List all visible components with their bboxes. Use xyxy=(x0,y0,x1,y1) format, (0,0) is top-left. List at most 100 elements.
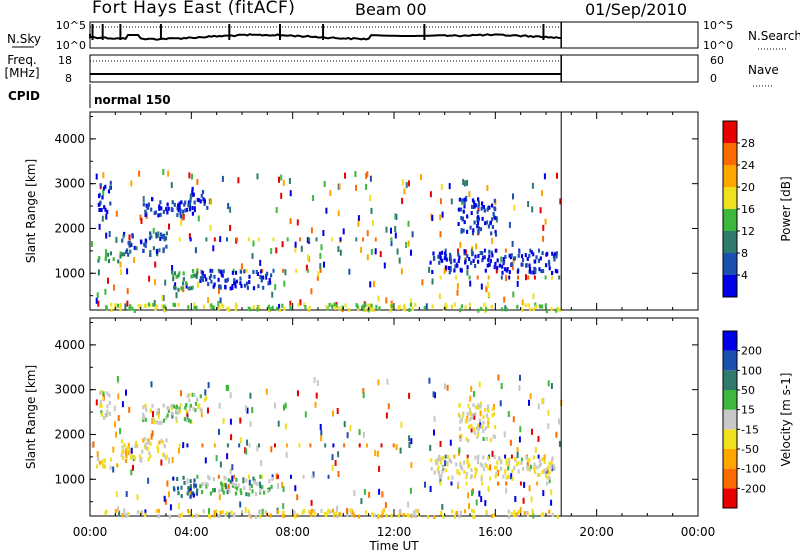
velocity-echo-cell xyxy=(155,420,158,425)
velocity-echo-cell xyxy=(442,456,445,460)
velocity-scatter-cell xyxy=(230,434,233,441)
velocity-echo-cell xyxy=(142,412,145,417)
velocity-scatter-cell xyxy=(531,428,533,435)
velocity-echo-cell xyxy=(390,513,393,518)
velocity-echo-cell xyxy=(485,436,488,441)
velocity-colorbar-label: 50 xyxy=(741,384,755,397)
velocity-scatter-cell xyxy=(204,457,207,464)
velocity-echo-cell xyxy=(209,491,212,496)
power-echo-cell xyxy=(486,263,489,268)
velocity-echo-cell xyxy=(526,510,529,515)
velocity-echo-cell xyxy=(173,487,176,492)
velocity-echo-cell xyxy=(525,455,528,460)
power-scatter-cell xyxy=(503,296,506,303)
velocity-scatter-cell xyxy=(473,413,476,420)
velocity-scatter-cell xyxy=(121,401,124,408)
power-echo-cell xyxy=(303,302,306,307)
power-echo-cell xyxy=(483,302,486,307)
velocity-scatter-cell xyxy=(550,489,553,496)
power-scatter-cell xyxy=(366,254,369,261)
power-echo-cell xyxy=(200,193,203,198)
velocity-echo-cell xyxy=(100,389,103,394)
power-scatter-cell xyxy=(119,261,122,268)
velocity-scatter-cell xyxy=(227,484,230,491)
power-scatter-cell xyxy=(527,201,530,207)
power-echo-cell xyxy=(542,269,545,274)
velocity-colorbar-label: 200 xyxy=(741,345,762,358)
power-echo-cell xyxy=(553,252,556,257)
power-scatter-cell xyxy=(282,179,285,186)
freq-tick-top: 18 xyxy=(58,54,72,67)
velocity-echo-cell xyxy=(494,474,497,479)
velocity-scatter-cell xyxy=(117,506,120,513)
power-echo-cell xyxy=(370,303,373,308)
velocity-streak-cell xyxy=(285,443,288,448)
velocity-echo-cell xyxy=(189,486,192,491)
velocity-echo-cell xyxy=(476,433,480,437)
power-echo-cell xyxy=(367,308,370,313)
power-scatter-cell xyxy=(477,205,480,212)
velocity-echo-cell xyxy=(468,463,471,468)
velocity-echo-cell xyxy=(471,412,474,417)
velocity-scatter-cell xyxy=(523,481,526,488)
power-echo-cell xyxy=(447,266,450,270)
velocity-echo-cell xyxy=(474,467,477,471)
power-scatter-cell xyxy=(139,214,142,221)
power-scatter-cell xyxy=(438,293,441,300)
power-echo-cell xyxy=(148,236,151,241)
power-scatter-cell xyxy=(191,173,193,180)
velocity-echo-cell xyxy=(339,512,342,517)
power-scatter-cell xyxy=(339,249,342,256)
power-echo-cell xyxy=(530,270,533,275)
power-echo-cell xyxy=(165,207,168,211)
power-scatter-cell xyxy=(459,242,462,248)
power-echo-cell xyxy=(158,248,161,253)
velocity-echo-cell xyxy=(323,511,326,516)
velocity-echo-cell xyxy=(147,440,150,445)
velocity-echo-cell xyxy=(149,408,152,413)
velocity-echo-cell xyxy=(213,488,216,493)
power-scatter-cell xyxy=(405,182,408,189)
velocity-echo-cell xyxy=(480,474,483,479)
power-echo-cell xyxy=(173,285,176,290)
power-colorbar-cell xyxy=(723,187,737,209)
station-title: Fort Hays East (fitACF) xyxy=(92,0,296,18)
power-scatter-cell xyxy=(98,223,101,230)
velocity-scatter-cell xyxy=(528,399,530,406)
power-scatter-cell xyxy=(525,274,527,281)
power-echo-cell xyxy=(489,258,492,263)
velocity-echo-cell xyxy=(225,485,228,490)
power-echo-cell xyxy=(431,270,434,274)
power-scatter-cell xyxy=(180,219,182,226)
power-echo-cell xyxy=(246,281,249,286)
velocity-echo-cell xyxy=(482,429,485,433)
power-scatter-cell xyxy=(126,268,129,275)
power-scatter-cell xyxy=(544,218,547,225)
velocity-echo-cell xyxy=(491,407,494,412)
power-scatter-cell xyxy=(270,248,273,255)
power-echo-cell xyxy=(200,269,203,274)
power-echo-cell xyxy=(516,269,519,274)
velocity-echo-cell xyxy=(148,451,151,456)
freq-label: Freq. xyxy=(7,53,37,67)
velocity-echo-cell xyxy=(120,453,123,458)
velocity-scatter-cell xyxy=(282,503,285,510)
power-echo-cell xyxy=(307,308,310,313)
power-echo-cell xyxy=(117,259,120,264)
velocity-echo-cell xyxy=(511,476,514,481)
velocity-echo-cell xyxy=(520,460,523,465)
power-scatter-cell xyxy=(283,280,286,287)
power-echo-cell xyxy=(423,305,426,310)
velocity-echo-cell xyxy=(552,463,555,468)
power-echo-cell xyxy=(328,302,331,307)
velocity-echo-cell xyxy=(517,461,520,466)
velocity-echo-cell xyxy=(496,460,499,465)
velocity-echo-cell xyxy=(187,486,190,490)
velocity-scatter-cell xyxy=(169,504,172,511)
power-echo-cell xyxy=(175,275,178,279)
velocity-scatter-cell xyxy=(331,464,334,471)
power-echo-cell xyxy=(516,304,519,309)
velocity-echo-cell xyxy=(121,445,124,449)
power-scatter-cell xyxy=(227,203,230,209)
velocity-scatter-cell xyxy=(512,416,515,423)
